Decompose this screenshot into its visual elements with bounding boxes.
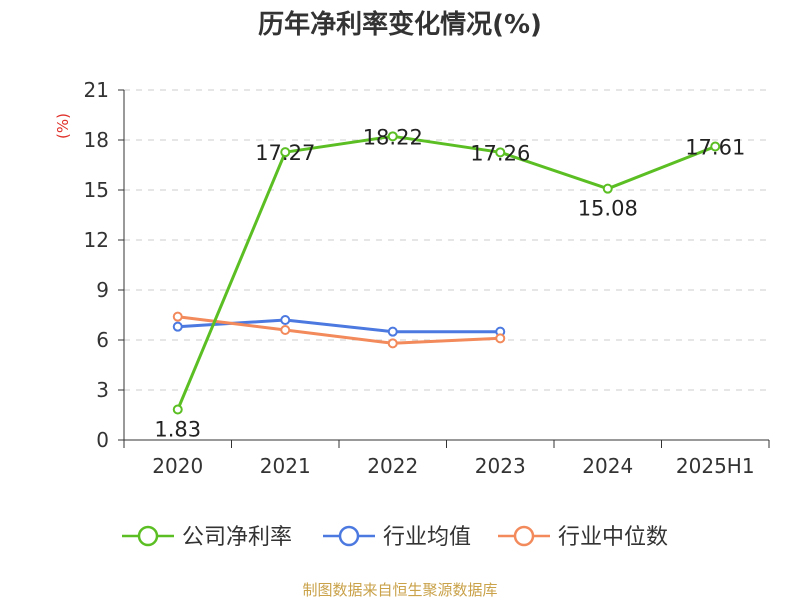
data-point (387, 338, 398, 349)
x-tick-label: 2022 (367, 454, 418, 478)
y-tick-label: 12 (84, 228, 109, 252)
data-label: 17.26 (470, 141, 530, 165)
x-tick-label: 2023 (475, 454, 526, 478)
series-line (176, 134, 716, 411)
legend-marker-icon (513, 525, 535, 547)
data-point (602, 183, 613, 194)
data-point (172, 404, 183, 415)
y-axis-unit-label: (%) (54, 113, 72, 139)
tick-labels: 0 3 6 9 12 15 18 21 2020 2021 2022 2023 2024 2025H1 (84, 78, 755, 478)
data-label: 17.27 (255, 141, 315, 165)
legend-item-label[interactable]: 行业均值 (383, 525, 471, 550)
chart-title: 历年净利率变化情况(%) (258, 9, 542, 40)
data-point (495, 333, 506, 344)
axes (118, 89, 770, 448)
legend-marker-icon (137, 525, 159, 547)
source-note: 制图数据来自恒生聚源数据库 (302, 581, 497, 599)
data-label: 17.61 (685, 136, 745, 160)
data-point (280, 315, 291, 325)
data-label: 1.83 (154, 418, 201, 442)
data-point (280, 147, 291, 158)
data-point (387, 326, 398, 337)
data-label: 15.08 (578, 197, 638, 221)
data-point (280, 325, 291, 335)
y-tick-label: 15 (84, 178, 109, 202)
data-point (495, 147, 506, 158)
y-tick-label: 21 (84, 78, 109, 102)
y-tick-label: 9 (96, 278, 109, 302)
series-group (172, 131, 721, 415)
legend-marker-icon (338, 525, 360, 547)
data-label: 18.22 (363, 125, 423, 149)
legend-item-label[interactable]: 行业中位数 (558, 525, 668, 550)
y-tick-label: 6 (96, 328, 109, 352)
data-point (172, 311, 183, 322)
x-tick-label: 2025H1 (676, 454, 755, 478)
data-point (710, 141, 721, 152)
data-point (172, 321, 183, 332)
legend-item-label[interactable]: 公司净利率 (182, 525, 292, 550)
x-tick-label: 2021 (260, 454, 311, 478)
grid-lines (124, 89, 769, 391)
x-tick-label: 2024 (582, 454, 633, 478)
x-tick-label: 2020 (152, 454, 203, 478)
legend[interactable]: 公司净利率 行业均值 行业中位数 (122, 525, 668, 550)
data-labels: 1.83 17.27 18.22 17.26 15.08 17.61 (154, 125, 745, 441)
data-point (387, 131, 398, 142)
y-tick-label: 3 (96, 378, 109, 402)
series-line (177, 315, 501, 345)
y-tick-label: 0 (96, 428, 109, 452)
y-tick-label: 18 (84, 128, 109, 152)
